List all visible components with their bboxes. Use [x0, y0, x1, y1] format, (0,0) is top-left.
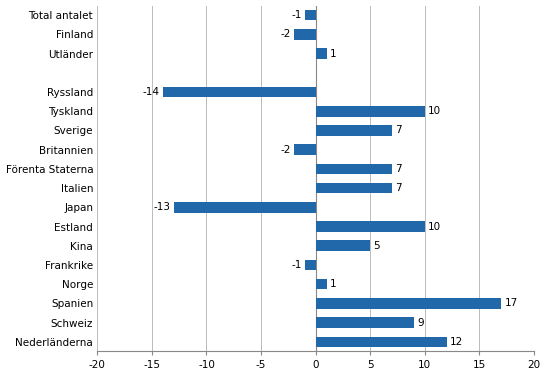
Bar: [316, 221, 425, 232]
Bar: [163, 87, 316, 97]
Bar: [316, 298, 501, 309]
Bar: [305, 260, 316, 270]
Bar: [174, 202, 316, 212]
Text: 10: 10: [428, 221, 441, 232]
Text: 7: 7: [395, 126, 402, 135]
Text: 7: 7: [395, 183, 402, 193]
Bar: [294, 144, 316, 155]
Text: -2: -2: [280, 29, 290, 39]
Text: -13: -13: [153, 202, 170, 212]
Text: 1: 1: [330, 49, 336, 59]
Text: -14: -14: [143, 87, 159, 97]
Bar: [316, 317, 414, 328]
Text: 1: 1: [330, 279, 336, 289]
Text: 7: 7: [395, 164, 402, 174]
Text: 9: 9: [417, 318, 424, 327]
Bar: [294, 29, 316, 39]
Bar: [316, 106, 425, 117]
Text: -1: -1: [291, 260, 301, 270]
Text: 17: 17: [505, 299, 518, 308]
Text: -2: -2: [280, 145, 290, 155]
Bar: [316, 164, 392, 174]
Text: 10: 10: [428, 106, 441, 116]
Bar: [316, 337, 447, 347]
Bar: [316, 183, 392, 193]
Bar: [316, 279, 327, 290]
Bar: [316, 241, 370, 251]
Text: 12: 12: [450, 337, 463, 347]
Bar: [305, 10, 316, 20]
Text: 5: 5: [373, 241, 380, 251]
Bar: [316, 48, 327, 59]
Text: -1: -1: [291, 10, 301, 20]
Bar: [316, 125, 392, 136]
